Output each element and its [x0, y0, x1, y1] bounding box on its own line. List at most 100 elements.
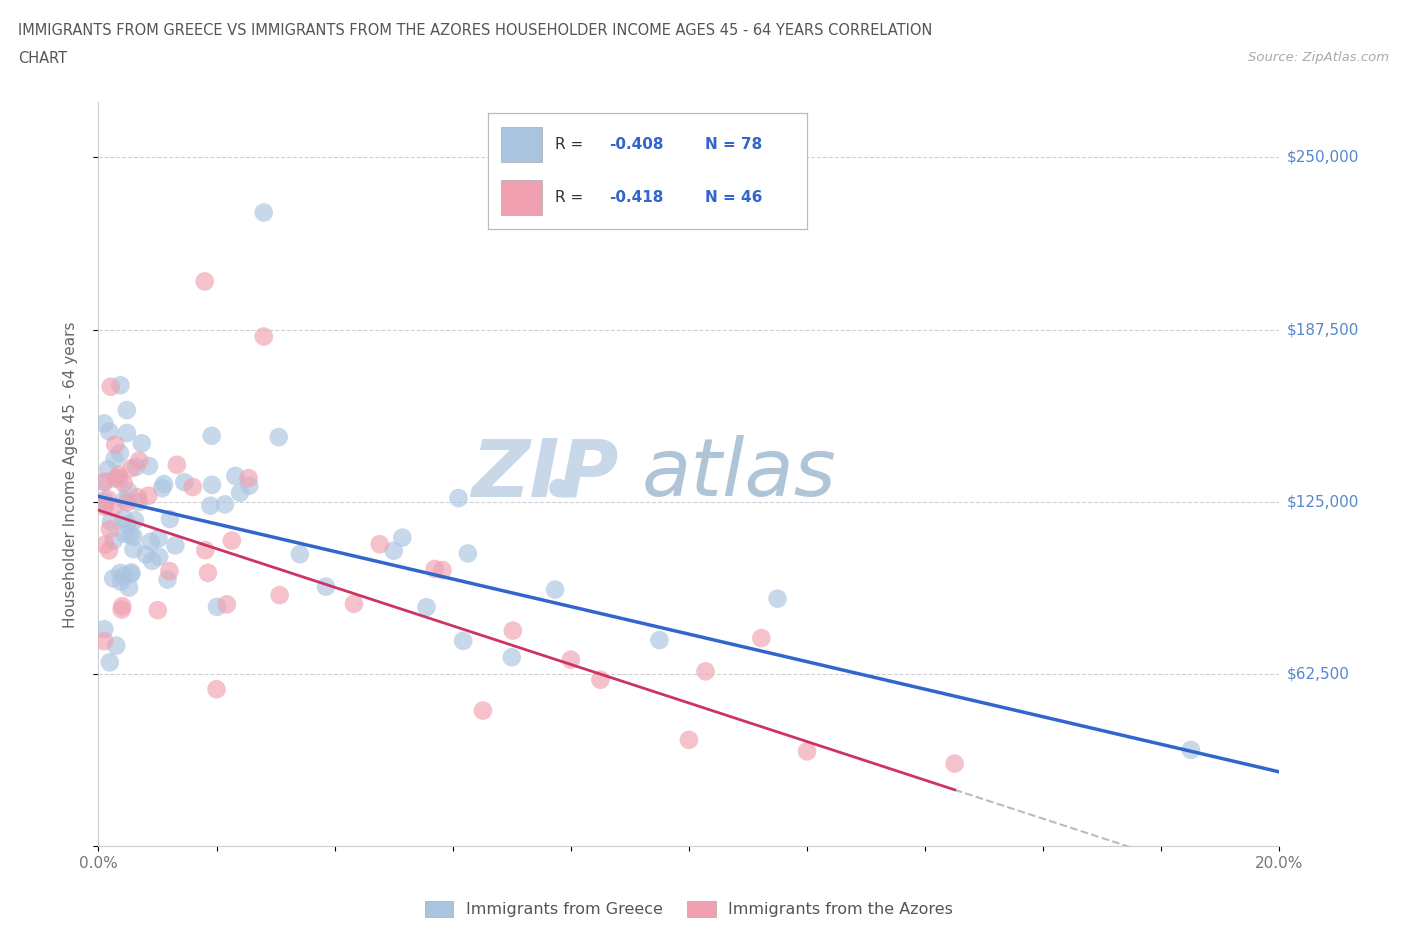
Point: [457, 546, 479, 561]
Point: [253, 329, 276, 344]
Point: [201, 429, 224, 444]
Point: [93, 633, 115, 648]
Point: [97, 492, 120, 507]
Point: [115, 495, 138, 510]
Point: [118, 580, 141, 595]
Text: $62,500: $62,500: [1286, 667, 1350, 682]
Text: $250,000: $250,000: [1286, 150, 1358, 165]
Point: [139, 535, 162, 550]
Point: [194, 543, 217, 558]
Point: [269, 588, 291, 603]
Point: [501, 650, 523, 665]
Point: [135, 547, 157, 562]
Text: $125,000: $125,000: [1286, 495, 1358, 510]
Point: [138, 458, 160, 473]
Point: [215, 597, 238, 612]
Point: [100, 514, 122, 529]
Point: [205, 600, 228, 615]
Point: [141, 553, 163, 568]
Point: [110, 565, 132, 580]
Text: $187,500: $187,500: [1286, 322, 1358, 338]
Point: [560, 652, 582, 667]
Point: [98, 424, 121, 439]
Point: [93, 499, 115, 514]
Point: [447, 491, 470, 506]
Point: [382, 543, 405, 558]
Point: [157, 564, 180, 578]
Point: [224, 469, 246, 484]
Point: [1180, 742, 1202, 757]
Point: [315, 579, 337, 594]
Point: [214, 497, 236, 512]
Point: [124, 513, 146, 528]
Point: [253, 206, 276, 220]
Point: [127, 490, 149, 505]
Point: [238, 478, 260, 493]
Point: [166, 458, 188, 472]
Point: [766, 591, 789, 606]
Point: [93, 493, 115, 508]
Point: [114, 526, 136, 541]
Point: [156, 572, 179, 587]
Point: [117, 517, 139, 532]
Point: [229, 485, 252, 500]
Point: [105, 638, 128, 653]
Point: [194, 274, 217, 289]
Point: [115, 403, 138, 418]
Point: [112, 568, 135, 583]
Point: [111, 599, 134, 614]
Point: [101, 500, 124, 515]
Point: [128, 453, 150, 468]
Point: [221, 533, 243, 548]
Point: [197, 565, 219, 580]
Point: [120, 566, 142, 581]
Point: [423, 562, 446, 577]
Point: [238, 471, 260, 485]
Point: [159, 512, 181, 526]
Point: [112, 476, 135, 491]
Point: [267, 430, 290, 445]
Point: [368, 537, 391, 551]
Legend: Immigrants from Greece, Immigrants from the Azores: Immigrants from Greece, Immigrants from …: [418, 895, 960, 923]
Point: [98, 522, 121, 537]
Point: [165, 538, 187, 552]
Point: [678, 732, 700, 747]
Point: [471, 703, 494, 718]
Point: [93, 416, 115, 431]
Point: [131, 436, 153, 451]
Text: atlas: atlas: [641, 435, 837, 513]
Point: [94, 538, 117, 552]
Text: CHART: CHART: [18, 51, 67, 66]
Point: [112, 493, 135, 508]
Y-axis label: Householder Income Ages 45 - 64 years: Householder Income Ages 45 - 64 years: [63, 321, 77, 628]
Point: [103, 533, 125, 548]
Point: [97, 462, 120, 477]
Point: [201, 477, 224, 492]
Point: [94, 498, 117, 512]
Text: ZIP: ZIP: [471, 435, 619, 513]
Point: [148, 531, 170, 546]
Point: [110, 575, 132, 590]
Point: [122, 542, 145, 557]
Point: [391, 530, 413, 545]
Point: [181, 480, 204, 495]
Point: [138, 488, 160, 503]
Point: [749, 631, 772, 645]
Text: Source: ZipAtlas.com: Source: ZipAtlas.com: [1249, 51, 1389, 64]
Point: [120, 527, 142, 542]
Point: [547, 481, 569, 496]
Point: [107, 468, 129, 483]
Point: [93, 475, 115, 490]
Point: [148, 550, 170, 565]
Point: [451, 633, 474, 648]
Point: [117, 484, 139, 498]
Point: [343, 596, 366, 611]
Point: [415, 600, 437, 615]
Point: [288, 547, 311, 562]
Point: [110, 378, 132, 392]
Point: [122, 529, 145, 544]
Point: [103, 452, 125, 467]
Point: [589, 672, 612, 687]
Point: [111, 602, 134, 617]
Point: [502, 623, 524, 638]
